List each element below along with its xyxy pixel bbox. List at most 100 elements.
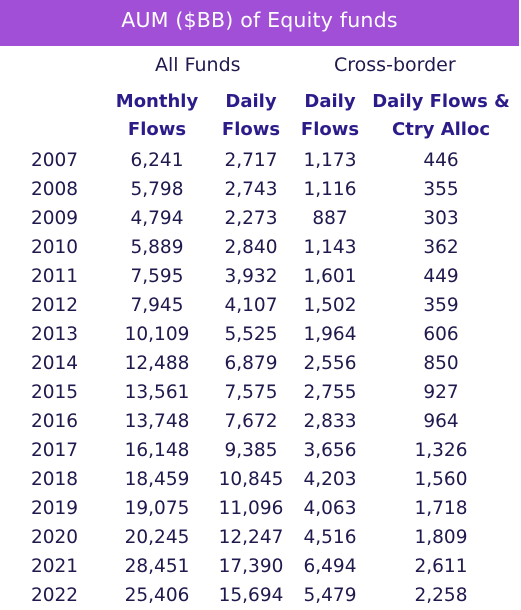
value-cell: 16,148 <box>124 440 190 461</box>
table-row: 2015 13,561 7,575 2,755 927 <box>0 378 521 407</box>
value-cell: 25,406 <box>124 585 190 606</box>
year-cell: 2016 <box>31 411 79 432</box>
column-header-line: Monthly <box>115 91 199 112</box>
year-cell: 2017 <box>31 440 79 461</box>
value-cell: 1,718 <box>414 498 468 519</box>
year-cell: 2009 <box>31 208 79 229</box>
value-cell: 1,173 <box>303 150 357 171</box>
value-cell: 927 <box>423 382 459 403</box>
value-cell: 359 <box>423 295 459 316</box>
column-header-line: Ctry Alloc <box>392 118 490 140</box>
value-cell: 2,840 <box>224 237 278 258</box>
table-row: 2011 7,595 3,932 1,601 449 <box>0 262 521 291</box>
year-cell: 2008 <box>31 179 79 200</box>
table-row: 2008 5,798 2,743 1,116 355 <box>0 175 521 204</box>
value-cell: 17,390 <box>218 556 284 577</box>
value-cell: 5,525 <box>224 324 278 345</box>
year-cell: 2019 <box>31 498 79 519</box>
table-row: 2021 28,451 17,390 6,494 2,611 <box>0 552 521 581</box>
table-body: 2007 6,241 2,717 1,173 446 2008 5,798 2,743 1,11… <box>0 146 521 610</box>
value-cell: 1,964 <box>303 324 357 345</box>
table-row: 2007 6,241 2,717 1,173 446 <box>0 146 521 175</box>
value-cell: 964 <box>423 411 459 432</box>
column-header-line: Flows <box>127 118 187 140</box>
table-row: 2017 16,148 9,385 3,656 1,326 <box>0 436 521 465</box>
year-cell: 2015 <box>31 382 79 403</box>
column-header-line: Daily <box>225 91 277 112</box>
value-cell: 18,459 <box>124 469 190 490</box>
value-cell: 7,672 <box>224 411 278 432</box>
value-cell: 4,516 <box>303 527 357 548</box>
column-header-line: Daily Flows & <box>372 91 510 112</box>
year-cell: 2010 <box>31 237 79 258</box>
value-cell: 15,694 <box>218 585 284 606</box>
value-cell: 446 <box>423 150 459 171</box>
value-cell: 2,611 <box>414 556 468 577</box>
value-cell: 1,326 <box>414 440 468 461</box>
year-cell: 2014 <box>31 353 79 374</box>
year-cell: 2018 <box>31 469 79 490</box>
value-cell: 1,502 <box>303 295 357 316</box>
column-header-daily-flows: Daily Flows <box>196 88 306 143</box>
table-row: 2020 20,245 12,247 4,516 1,809 <box>0 523 521 552</box>
value-cell: 2,755 <box>303 382 357 403</box>
value-cell: 5,479 <box>303 585 357 606</box>
table-row: 2014 12,488 6,879 2,556 850 <box>0 349 521 378</box>
value-cell: 5,889 <box>130 237 184 258</box>
value-cell: 9,385 <box>224 440 278 461</box>
table-row: 2012 7,945 4,107 1,502 359 <box>0 291 521 320</box>
group-header-cross-border: Cross-border <box>334 54 456 76</box>
year-cell: 2013 <box>31 324 79 345</box>
table-row: 2016 13,748 7,672 2,833 964 <box>0 407 521 436</box>
year-cell: 2007 <box>31 150 79 171</box>
value-cell: 2,556 <box>303 353 357 374</box>
value-cell: 4,794 <box>130 208 184 229</box>
value-cell: 362 <box>423 237 459 258</box>
value-cell: 2,717 <box>224 150 278 171</box>
value-cell: 12,488 <box>124 353 190 374</box>
value-cell: 2,743 <box>224 179 278 200</box>
value-cell: 5,798 <box>130 179 184 200</box>
table-title: AUM ($BB) of Equity funds <box>121 8 398 32</box>
column-header-line: Flows <box>300 118 360 140</box>
year-cell: 2022 <box>31 585 79 606</box>
value-cell: 1,143 <box>303 237 357 258</box>
value-cell: 303 <box>423 208 459 229</box>
value-cell: 1,560 <box>414 469 468 490</box>
value-cell: 3,656 <box>303 440 357 461</box>
value-cell: 887 <box>312 208 348 229</box>
year-cell: 2011 <box>31 266 79 287</box>
value-cell: 19,075 <box>124 498 190 519</box>
value-cell: 6,241 <box>130 150 184 171</box>
year-cell: 2020 <box>31 527 79 548</box>
value-cell: 12,247 <box>218 527 284 548</box>
column-header-line: Daily <box>304 91 356 112</box>
value-cell: 3,932 <box>224 266 278 287</box>
value-cell: 2,833 <box>303 411 357 432</box>
value-cell: 13,748 <box>124 411 190 432</box>
value-cell: 20,245 <box>124 527 190 548</box>
column-header-cb-daily-flows: Daily Flows <box>275 88 385 143</box>
value-cell: 4,063 <box>303 498 357 519</box>
table-row: 2009 4,794 2,273 887 303 <box>0 204 521 233</box>
value-cell: 7,595 <box>130 266 184 287</box>
column-header-line: Flows <box>221 118 281 140</box>
value-cell: 4,203 <box>303 469 357 490</box>
column-header-monthly-flows: Monthly Flows <box>102 88 212 143</box>
value-cell: 7,945 <box>130 295 184 316</box>
value-cell: 449 <box>423 266 459 287</box>
value-cell: 6,494 <box>303 556 357 577</box>
value-cell: 28,451 <box>124 556 190 577</box>
value-cell: 850 <box>423 353 459 374</box>
value-cell: 606 <box>423 324 459 345</box>
table-row: 2022 25,406 15,694 5,479 2,258 <box>0 581 521 610</box>
value-cell: 7,575 <box>224 382 278 403</box>
value-cell: 2,258 <box>414 585 468 606</box>
value-cell: 1,116 <box>303 179 357 200</box>
table-row: 2019 19,075 11,096 4,063 1,718 <box>0 494 521 523</box>
year-cell: 2021 <box>31 556 79 577</box>
title-bar: AUM ($BB) of Equity funds <box>0 0 519 46</box>
table-row: 2013 10,109 5,525 1,964 606 <box>0 320 521 349</box>
value-cell: 4,107 <box>224 295 278 316</box>
value-cell: 6,879 <box>224 353 278 374</box>
